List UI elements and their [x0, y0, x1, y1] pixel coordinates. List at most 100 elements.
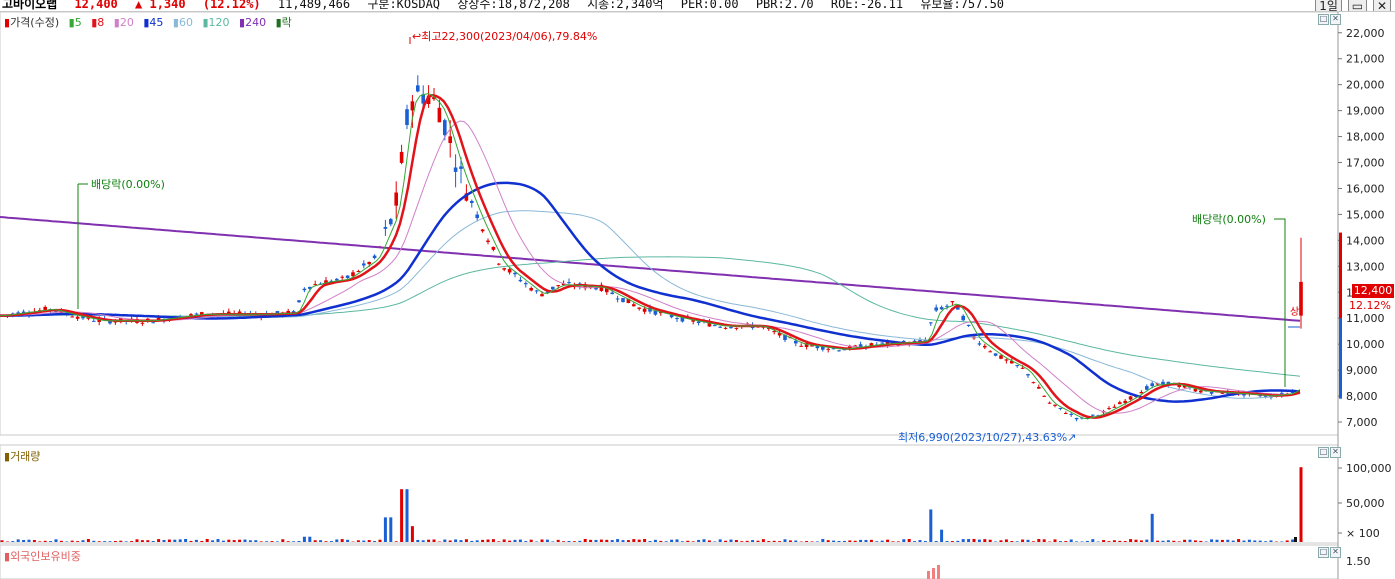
volume-bar: [983, 539, 987, 542]
volume-bar: [302, 536, 306, 542]
volume-panel-close-icon[interactable]: ✕: [1330, 447, 1341, 458]
candle-body: [70, 316, 74, 318]
price-tick-label: 22,000: [1346, 27, 1385, 40]
volume-bar: [335, 539, 339, 542]
candle-body: [912, 340, 917, 342]
volume-panel-min-icon[interactable]: □: [1318, 447, 1329, 458]
legend-ma20[interactable]: ▮20: [113, 16, 134, 29]
volume-bar: [945, 541, 949, 542]
candle-body: [421, 94, 425, 104]
candle-body: [653, 310, 658, 315]
volume-bar: [1242, 540, 1246, 542]
legend-ma45[interactable]: ▮45: [143, 16, 164, 29]
volume-bar: [470, 540, 474, 542]
volume-bar: [902, 539, 906, 542]
candle-body: [853, 345, 857, 347]
volume-bar: [707, 540, 711, 542]
candle-body: [632, 304, 636, 307]
volume-bar: [880, 540, 884, 542]
candle-body: [837, 350, 841, 352]
volume-bar: [923, 541, 927, 542]
volume-bar: [578, 540, 582, 542]
legend-ma60[interactable]: ▮60: [172, 16, 193, 29]
candle-body: [777, 332, 782, 336]
foreign-panel-close-icon[interactable]: ✕: [1330, 547, 1341, 558]
market-cap: 시총:2,340억: [587, 0, 664, 11]
candle-body: [545, 291, 550, 293]
volume-bar: [691, 541, 695, 542]
legend-ex[interactable]: ▮락: [275, 16, 292, 29]
volume-bar: [1085, 540, 1089, 542]
volume-bar: [626, 540, 630, 542]
volume-bar: [821, 538, 825, 542]
candle-body: [502, 268, 506, 270]
volume-bar: [778, 541, 782, 542]
price-change: ▲ 1,340: [135, 0, 186, 11]
volume-bar: [1280, 541, 1284, 542]
candle-body: [680, 316, 685, 322]
legend-ma5[interactable]: ▮5: [68, 16, 82, 29]
legend-ma8[interactable]: ▮8: [91, 16, 105, 29]
volume-bar: [977, 539, 981, 542]
volume-bar: [119, 540, 123, 542]
volume-bar: [173, 539, 177, 542]
ma45-line: [0, 181, 1301, 403]
volume-bar: [1118, 540, 1122, 542]
candle-body: [113, 321, 118, 323]
candle-body: [1145, 386, 1149, 390]
price-tick-label: 14,000: [1346, 234, 1385, 247]
volume-bar: [616, 539, 620, 542]
candle-body: [718, 326, 722, 328]
volume-bar: [113, 541, 117, 542]
candle-body: [842, 349, 847, 351]
volume-bar: [448, 540, 452, 542]
price-chart-svg[interactable]: 22,000 21,000 20,000 19,000 18,000 17,000 16,0…: [0, 12, 1395, 579]
volume-bar: [1264, 541, 1268, 542]
volume-tick-label: × 100: [1346, 527, 1380, 540]
volume-bar: [837, 541, 841, 542]
volume-bar: [1129, 539, 1133, 542]
candle-body: [410, 101, 415, 111]
volume-bar: [502, 539, 506, 542]
price-panel-close-icon[interactable]: ✕: [1330, 14, 1341, 25]
volume-bar: [49, 541, 53, 542]
candle-body: [146, 318, 150, 320]
candle-body: [432, 96, 436, 100]
candle-body: [513, 272, 517, 275]
volume-tick-label: 50,000: [1346, 497, 1385, 510]
volume-bar: [221, 540, 225, 542]
foreign-panel-min-icon[interactable]: □: [1318, 547, 1329, 558]
candle-body: [918, 339, 922, 342]
volume-bar: [459, 540, 463, 542]
volume-bar: [76, 541, 80, 542]
volume-bar: [875, 541, 879, 542]
dividend-annotation-1: 배당락(0.00%): [91, 178, 165, 191]
candle-body: [534, 290, 539, 292]
legend-ma120[interactable]: ▮120: [202, 16, 230, 29]
period-button[interactable]: 1일: [1315, 0, 1342, 11]
minimize-icon[interactable]: ▭: [1347, 0, 1368, 11]
volume-bar: [319, 540, 323, 542]
candle-body: [626, 298, 631, 304]
candle-body: [1037, 387, 1041, 389]
legend-price[interactable]: ▮가격(수정): [4, 16, 60, 29]
volume-bar: [961, 539, 965, 542]
volume-bar: [724, 540, 728, 542]
price-panel-min-icon[interactable]: □: [1318, 14, 1329, 25]
dividend-annotation-2: 배당락(0.00%): [1192, 213, 1266, 226]
chart-legend: ▮가격(수정) ▮5 ▮8 ▮20 ▮45 ▮60 ▮120 ▮240 ▮락: [4, 14, 298, 30]
volume-bar: [491, 539, 495, 542]
candle-body: [610, 292, 614, 295]
close-icon[interactable]: ✕: [1372, 0, 1391, 11]
candle-body: [362, 263, 366, 266]
candle-body: [443, 120, 447, 136]
chart-area[interactable]: 22,000 21,000 20,000 19,000 18,000 17,000 16,0…: [0, 12, 1395, 579]
legend-ma240[interactable]: ▮240: [239, 16, 267, 29]
volume-bar: [1031, 541, 1035, 542]
volume-bar: [556, 539, 560, 542]
volume-bar: [610, 540, 614, 542]
volume-bar: [713, 541, 717, 542]
volume-bar: [653, 539, 657, 542]
volume-bar: [848, 540, 852, 542]
volume-bar: [167, 539, 171, 542]
